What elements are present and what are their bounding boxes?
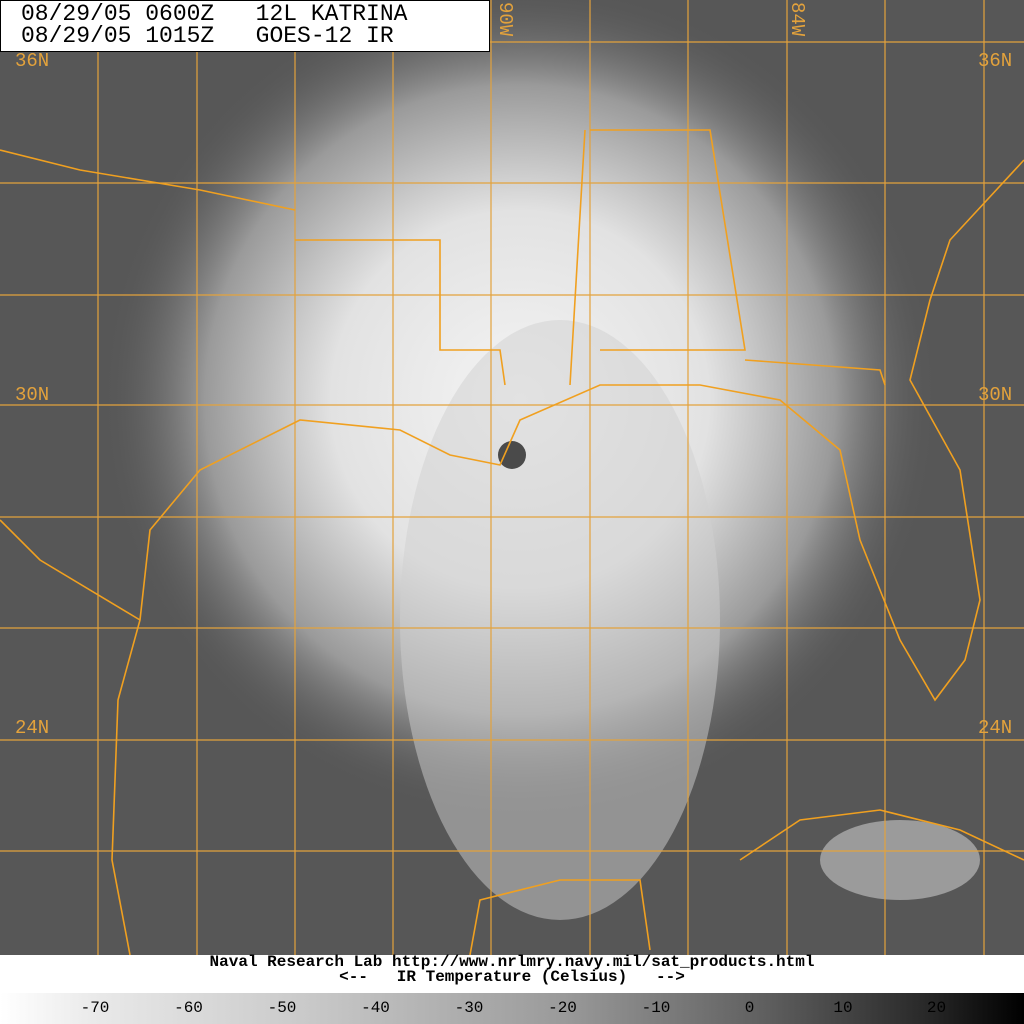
credit: Naval Research Lab http://www.nrlmry.nav… bbox=[209, 953, 815, 971]
latitude-label: 36N bbox=[15, 50, 49, 72]
grid-labels: 36N 36N 30N 30N 24N 24N 90W 84W bbox=[15, 2, 1012, 739]
scale-tick-label: 20 bbox=[926, 999, 947, 1017]
latitude-label: 30N bbox=[15, 384, 49, 406]
scale-tick-label: -20 bbox=[548, 999, 577, 1017]
satellite-image: 36N 36N 30N 30N 24N 24N 90W 84W bbox=[0, 0, 1024, 955]
scale-tick-label: -50 bbox=[267, 999, 297, 1017]
latitude-label: 24N bbox=[978, 717, 1012, 739]
scale-tick-label: 0 bbox=[744, 999, 755, 1017]
scale-tick-label: -70 bbox=[80, 999, 110, 1017]
scale-tick-label: -30 bbox=[454, 999, 484, 1017]
scale-tick-label: 10 bbox=[833, 999, 853, 1017]
latitude-label: 30N bbox=[978, 384, 1012, 406]
footer: Naval Research Lab http://www.nrlmry.nav… bbox=[0, 953, 1024, 986]
color-scale bbox=[0, 993, 1024, 1024]
coastlines bbox=[0, 129, 1024, 955]
header-box: 08/29/05 0600Z 12L KATRINA 08/29/05 1015Z… bbox=[0, 0, 490, 52]
scale-tick-label: -60 bbox=[174, 999, 203, 1017]
cloud-band bbox=[400, 320, 720, 920]
cloud-band bbox=[820, 820, 980, 900]
grid bbox=[0, 0, 1024, 955]
scale-tick-label: -10 bbox=[641, 999, 671, 1017]
scale-tick-label: -40 bbox=[361, 999, 390, 1017]
header-line: 08/29/05 0600Z 12L KATRINA bbox=[21, 1, 408, 27]
eye bbox=[498, 441, 526, 469]
scale-title: <-- IR Temperature (Celsius) --> bbox=[339, 968, 685, 986]
longitude-label: 90W bbox=[494, 2, 516, 37]
latitude-label: 36N bbox=[978, 50, 1012, 72]
longitude-label: 84W bbox=[786, 2, 808, 37]
header-line: 08/29/05 1015Z GOES-12 IR bbox=[21, 23, 394, 49]
latitude-label: 24N bbox=[15, 717, 49, 739]
